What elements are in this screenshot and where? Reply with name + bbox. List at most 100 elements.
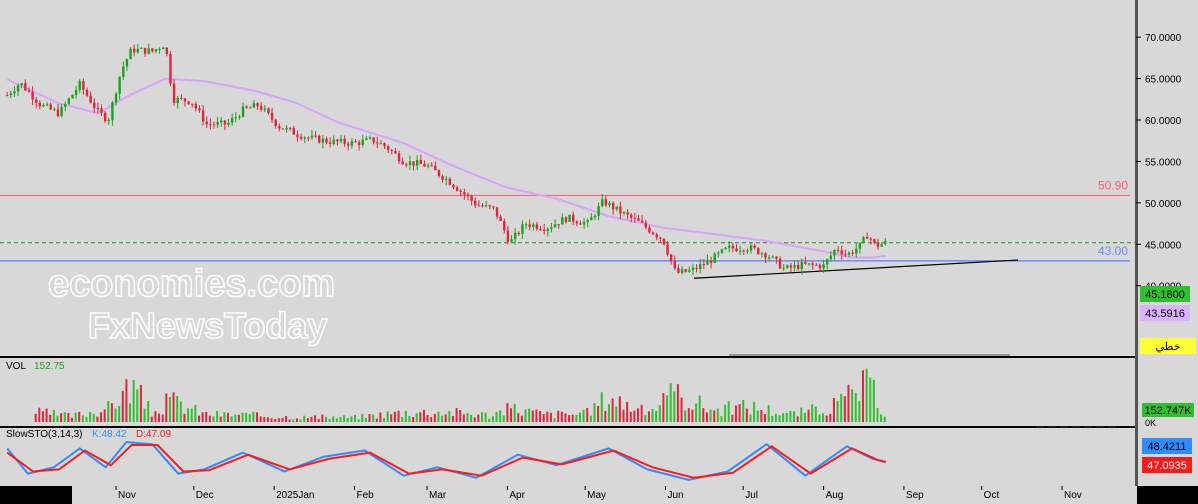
volume-bar [430,417,433,422]
candle-body [85,89,89,96]
volume-bar [680,397,683,422]
candle-body [470,196,473,201]
date-tick-label: Jun [667,490,683,501]
volume-bar [45,408,48,422]
volume-bar [883,416,886,422]
candle-body [45,104,49,106]
candle-body [49,104,52,110]
volume-bar [600,392,603,422]
volume-bar [803,412,806,422]
candle-body [568,214,571,222]
volume-bar [364,418,367,422]
candle-body [535,224,539,229]
price-panel-bg [0,0,1137,356]
candle-body [357,142,361,146]
ma-value-badge [1140,305,1190,321]
candle-body [158,49,161,51]
volume-bar [147,400,150,422]
volume-bar [303,415,306,422]
volume-bar [455,408,458,422]
candle-body [484,205,488,207]
candle-body [593,215,597,218]
volume-bar [397,410,400,422]
volume-bar [647,411,650,422]
candle-body [318,135,321,143]
candle-body [223,120,227,125]
candle-body [27,90,31,92]
candle-body [807,263,811,265]
volume-bar [339,417,342,422]
candle-body [376,142,379,144]
volume-current-label: 152.747K [1144,405,1192,417]
candle-body [60,106,63,117]
candle-body [343,138,346,144]
candle-body [738,250,742,252]
current-price-badge [1140,286,1190,302]
volume-bar [248,414,251,422]
volume-bar [288,419,291,422]
volume-bar [702,408,705,422]
trendline[interactable] [693,259,1018,279]
volume-bar [237,414,240,422]
date-tick-label: Mar [429,490,447,501]
candle-body [851,252,854,254]
volume-bar [324,416,327,422]
candle-body [263,108,267,110]
candle-body [441,175,444,180]
candle-body [24,83,27,91]
tool-badge[interactable] [1140,338,1196,354]
volume-bar [353,414,356,422]
candle-body [325,138,328,143]
price-tick-label: 70.0000 [1145,33,1182,44]
volume-bar [216,410,219,422]
volume-bar [343,415,346,422]
volume-bar [713,410,716,422]
volume-bar [651,408,654,422]
volume-bar [317,418,320,422]
candle-body [423,163,426,167]
volume-bar [230,416,233,422]
candle-body [767,257,771,259]
date-tick-label: 2025Jan [276,490,314,501]
stochastic-label: SlowSTO(3,14,3) [6,429,83,440]
date-axis-bg [0,486,1137,504]
volume-bar [444,414,447,422]
candle-body [611,202,615,210]
volume-bar [535,409,538,422]
resistance-label: 50.90 [1098,178,1128,192]
volume-bar [818,414,821,422]
candle-body [96,107,100,109]
volume-bar [136,389,139,422]
candle-body [829,255,833,260]
volume-bar [749,414,752,422]
candle-body [746,250,749,252]
candle-body [862,236,865,243]
watermark-line2: FxNewsToday [88,305,327,346]
candle-body [230,118,234,123]
candle-body [35,99,38,103]
candle-body [499,216,502,222]
candle-body [216,122,219,125]
volume-bar [143,408,146,422]
volume-bar [357,419,360,422]
candle-body [103,112,107,122]
candle-body [532,224,535,227]
volume-bar [644,415,647,422]
volume-bar [626,402,629,422]
candle-body [466,194,470,197]
volume-bar [49,414,52,422]
candle-body [521,224,524,234]
volume-bar [165,393,168,422]
volume-bar [861,370,864,422]
date-tick-label: Dec [196,490,214,501]
stochastic-d-line [6,444,887,479]
volume-bar [125,379,128,422]
candle-body [267,108,270,113]
candle-body [140,47,143,49]
volume-bar [197,415,200,422]
candle-body [488,205,491,207]
volume-bar [553,418,556,422]
volume-bar [295,418,298,422]
candle-body [201,110,205,122]
candle-body [644,222,647,228]
